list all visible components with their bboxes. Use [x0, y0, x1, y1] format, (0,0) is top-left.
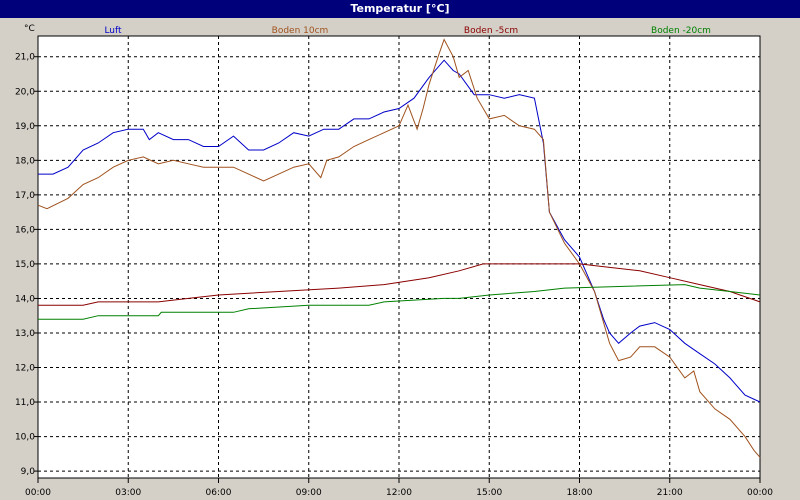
y-axis: 9,0 10,0 11,0 12,0 13,0 14,0 15,0 16,0 17,0 18,0 1… [15, 53, 38, 477]
x-tick-time: 12:00 [386, 488, 412, 498]
series-line-3 [38, 263, 761, 306]
y-tick-label: 14,0 [15, 294, 35, 304]
y-tick-label: 10,0 [15, 433, 35, 443]
y-tick-label: 20,0 [15, 87, 35, 97]
series-line-2 [37, 38, 761, 458]
y-tick-label: 16,0 [15, 225, 35, 235]
chart-title: Temperatur [°C] [0, 0, 800, 18]
y-tick-label: 11,0 [15, 398, 35, 408]
y-tick-label: 21,0 [15, 53, 35, 63]
legend-entry-4: Boden -20cm [651, 26, 711, 36]
y-tick-label: 17,0 [15, 191, 35, 201]
legend-entry-3: Boden -5cm [464, 26, 518, 36]
y-axis-unit: °C [24, 24, 35, 34]
y-tick-label: 13,0 [15, 329, 35, 339]
y-tick-label: 18,0 [15, 156, 35, 166]
temperature-chart: 9,0 10,0 11,0 12,0 13,0 14,0 15,0 16,0 17,0 18,0 1… [15, 24, 773, 498]
x-tick-time: 06:00 [206, 488, 232, 498]
y-tick-label: 15,0 [15, 260, 35, 270]
legend: Luft Boden 10cm Boden -5cm Boden -20cm [104, 26, 711, 36]
x-tick-time: 00:00 [747, 488, 773, 498]
legend-entry-1: Luft [104, 26, 122, 36]
x-tick-time: 15:00 [476, 488, 502, 498]
grid-lines [38, 36, 760, 478]
y-tick-label: 19,0 [15, 122, 35, 132]
series-line-4 [38, 284, 761, 320]
x-tick-time: 09:00 [296, 488, 322, 498]
y-tick-label: 9,0 [21, 467, 36, 477]
y-tick-label: 12,0 [15, 364, 35, 374]
legend-entry-2: Boden 10cm [272, 26, 329, 36]
x-tick-time: 03:00 [115, 488, 141, 498]
x-axis: 00:0002.11.2003:0002.11.2006:0002.11.200… [25, 478, 773, 498]
x-tick-time: 21:00 [657, 488, 683, 498]
x-tick-time: 18:00 [567, 488, 593, 498]
series-line-1 [38, 59, 761, 403]
series-lines [37, 38, 761, 458]
x-tick-time: 00:00 [25, 488, 51, 498]
